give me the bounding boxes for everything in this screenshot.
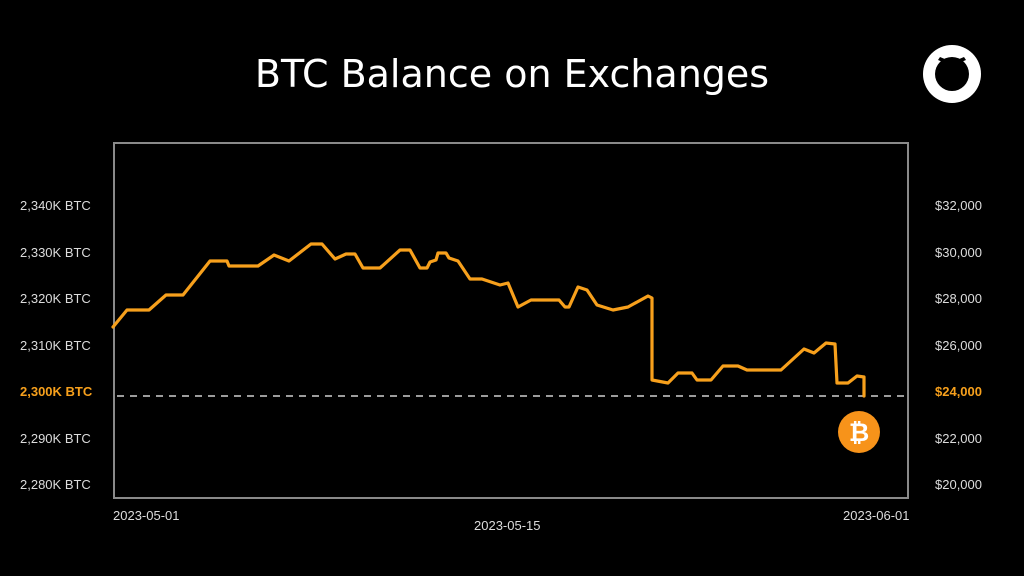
left-y-tick-label: 2,290K BTC (20, 431, 91, 446)
x-tick-label: 2023-05-01 (113, 508, 180, 523)
bitcoin-coin-icon: ₿ (838, 411, 880, 453)
left-y-tick-label: 2,280K BTC (20, 477, 91, 492)
right-y-tick-label: $20,000 (935, 477, 982, 492)
left-y-tick-label: 2,340K BTC (20, 198, 91, 213)
bitcoin-symbol: ₿ (849, 418, 869, 447)
chart-title: BTC Balance on Exchanges (254, 52, 770, 96)
btc-balance-line (111, 242, 866, 398)
x-tick-label: 2023-06-01 (843, 508, 910, 523)
right-y-tick-label: $32,000 (935, 198, 982, 213)
right-y-tick-label: $24,000 (935, 384, 982, 399)
left-y-tick-label: 2,320K BTC (20, 291, 91, 306)
right-y-tick-label: $30,000 (935, 245, 982, 260)
left-y-tick-label: 2,330K BTC (20, 245, 91, 260)
ring-logo-icon (923, 45, 981, 103)
x-tick-label: 2023-05-15 (474, 518, 541, 533)
right-y-tick-label: $22,000 (935, 431, 982, 446)
plot-frame (113, 142, 909, 499)
right-y-tick-label: $28,000 (935, 291, 982, 306)
left-y-tick-label: 2,310K BTC (20, 338, 91, 353)
left-y-tick-label: 2,300K BTC (20, 384, 93, 399)
right-y-tick-label: $26,000 (935, 338, 982, 353)
